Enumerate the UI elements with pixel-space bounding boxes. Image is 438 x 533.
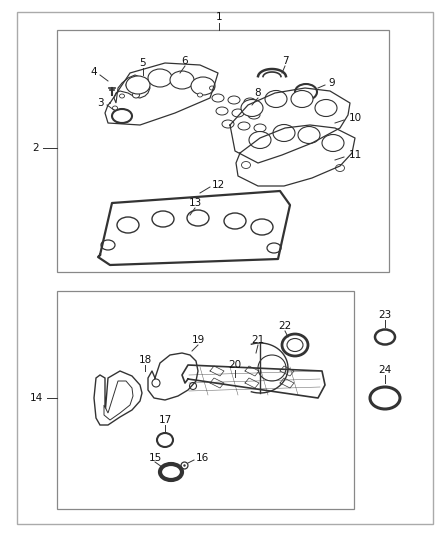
Ellipse shape [244, 98, 256, 106]
Text: 23: 23 [378, 310, 392, 320]
Text: 16: 16 [195, 453, 208, 463]
Text: 17: 17 [159, 415, 172, 425]
Text: 18: 18 [138, 355, 152, 365]
Ellipse shape [238, 122, 250, 130]
Ellipse shape [336, 165, 345, 172]
Bar [57, 30, 389, 272]
Ellipse shape [139, 86, 146, 92]
Text: 2: 2 [33, 143, 39, 153]
Text: 9: 9 [328, 78, 336, 88]
Ellipse shape [265, 91, 287, 108]
Ellipse shape [113, 106, 117, 110]
Text: 20: 20 [229, 360, 242, 370]
Ellipse shape [101, 240, 115, 250]
Ellipse shape [249, 132, 271, 149]
Ellipse shape [117, 217, 139, 233]
Text: 3: 3 [97, 98, 103, 108]
Text: 4: 4 [91, 67, 97, 77]
Ellipse shape [120, 94, 124, 98]
Ellipse shape [251, 219, 273, 235]
Text: 14: 14 [29, 393, 42, 403]
Ellipse shape [241, 161, 251, 168]
Ellipse shape [216, 107, 228, 115]
Ellipse shape [152, 211, 174, 227]
Text: 1: 1 [215, 12, 223, 22]
Ellipse shape [298, 126, 320, 143]
Text: 7: 7 [282, 56, 288, 66]
Ellipse shape [315, 100, 337, 117]
Ellipse shape [224, 213, 246, 229]
Text: 19: 19 [191, 335, 205, 345]
Text: 22: 22 [279, 321, 292, 331]
Ellipse shape [126, 82, 134, 88]
Ellipse shape [126, 76, 150, 94]
Ellipse shape [248, 111, 260, 119]
Text: 10: 10 [349, 113, 361, 123]
Ellipse shape [241, 100, 263, 117]
Bar [57, 291, 354, 509]
Ellipse shape [170, 71, 194, 89]
Ellipse shape [222, 120, 234, 128]
Text: 15: 15 [148, 453, 162, 463]
Ellipse shape [322, 134, 344, 151]
Text: 21: 21 [251, 335, 265, 345]
Ellipse shape [191, 77, 215, 95]
Ellipse shape [291, 91, 313, 108]
Polygon shape [104, 381, 133, 420]
Text: 8: 8 [254, 88, 261, 98]
Ellipse shape [273, 125, 295, 141]
Ellipse shape [198, 93, 202, 97]
Ellipse shape [212, 94, 224, 102]
Text: 13: 13 [188, 198, 201, 208]
Ellipse shape [133, 92, 139, 98]
Text: 12: 12 [212, 180, 225, 190]
Ellipse shape [267, 243, 281, 253]
Text: 6: 6 [182, 56, 188, 66]
Ellipse shape [232, 109, 244, 117]
Text: 24: 24 [378, 365, 392, 375]
Text: 5: 5 [140, 58, 146, 68]
Ellipse shape [187, 210, 209, 226]
Ellipse shape [254, 124, 266, 132]
Ellipse shape [209, 86, 215, 90]
Ellipse shape [148, 69, 172, 87]
Text: 11: 11 [348, 150, 362, 160]
Ellipse shape [228, 96, 240, 104]
